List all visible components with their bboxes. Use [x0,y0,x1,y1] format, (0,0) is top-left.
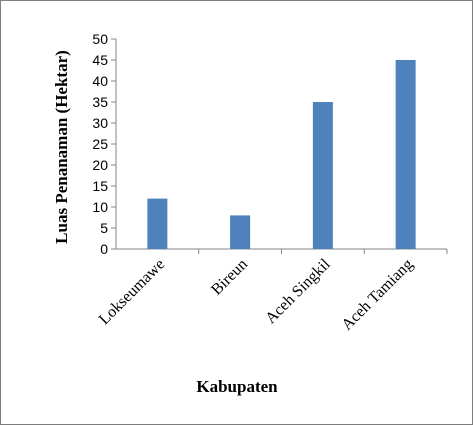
y-tick-label: 35 [92,94,108,110]
y-tick-label: 30 [92,115,108,131]
x-tick-label: Aceh Tamiang [339,256,417,334]
bar [395,60,416,249]
y-tick-label: 50 [92,31,108,47]
bars [147,60,416,249]
bar [230,215,251,249]
y-tick-label: 25 [92,136,108,152]
x-axis-tick-labels: Lokseumawe Bireun Aceh Singkil Aceh Tamiang [96,249,448,334]
y-tick-label: 0 [100,241,108,257]
y-tick-label: 10 [92,199,108,215]
y-tick-label: 20 [92,157,108,173]
x-tick-label: Bireun [208,256,251,299]
x-axis-title: Kabupaten [196,377,278,396]
y-tick-label: 5 [100,220,108,236]
y-axis-ticks: 0 5 10 15 20 25 30 35 40 45 50 [92,31,116,257]
y-tick-label: 45 [92,52,108,68]
bar [312,102,333,249]
x-tick-label: Lokseumawe [96,256,168,328]
x-tick-label: Aceh Singkil [262,255,334,327]
y-axis-title: Luas Penanaman (Hektar) [52,50,71,244]
bar [147,198,168,249]
y-tick-label: 15 [92,178,108,194]
y-tick-label: 40 [92,73,108,89]
